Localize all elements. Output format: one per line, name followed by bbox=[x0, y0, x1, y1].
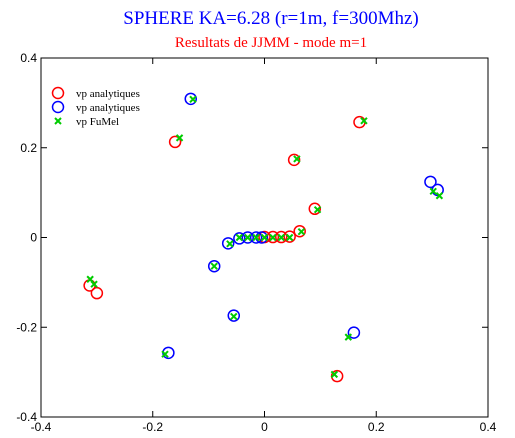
series-3-point bbox=[435, 192, 444, 200]
series-2-point bbox=[221, 237, 235, 250]
series-2-point bbox=[184, 92, 197, 106]
legend-label-1: vp analytiques bbox=[76, 88, 140, 100]
series-1-point bbox=[308, 202, 322, 216]
series-3-point bbox=[90, 280, 98, 288]
series-1-point bbox=[275, 230, 288, 244]
series-3-point bbox=[285, 233, 294, 242]
series-3-point bbox=[297, 227, 306, 236]
data-marks bbox=[83, 92, 444, 383]
series-3-point bbox=[330, 370, 339, 379]
legend-label-3: vp FuMel bbox=[76, 116, 119, 128]
series-2-point bbox=[424, 175, 437, 189]
y-tick-label: 0 bbox=[30, 231, 37, 245]
series-2-point bbox=[347, 326, 361, 339]
series-3-point bbox=[244, 233, 252, 242]
series-3-point bbox=[161, 350, 169, 358]
axis-ticks: -0.4 -0.2 0 0.2 0.4 -0.4 -0.2 0 0.2 0.4 bbox=[16, 51, 496, 434]
chart-subtitle: Resultats de JJMM - mode m=1 bbox=[175, 35, 367, 51]
series-1-point bbox=[168, 135, 182, 149]
series-2-point bbox=[241, 231, 254, 244]
series-1-point bbox=[90, 286, 104, 300]
x-tick-label: 0.2 bbox=[368, 420, 385, 434]
series-3-point bbox=[313, 205, 322, 214]
legend-marker-3 bbox=[54, 117, 62, 125]
x-tick-label: 0.4 bbox=[480, 420, 497, 434]
series-2-point bbox=[233, 232, 246, 245]
series-3-point bbox=[226, 240, 234, 248]
series-1-point bbox=[293, 224, 306, 238]
series-3-point bbox=[230, 312, 238, 321]
legend-marker-1 bbox=[51, 86, 65, 100]
x-tick-label: -0.2 bbox=[142, 420, 163, 434]
series-3-point bbox=[175, 134, 184, 142]
series-1-point bbox=[287, 153, 301, 167]
series-3-point bbox=[260, 233, 269, 242]
series-2-point bbox=[227, 309, 241, 322]
series-2-point bbox=[207, 259, 221, 273]
series-3-point bbox=[344, 333, 353, 341]
series-3-point bbox=[252, 233, 260, 242]
y-tick-label: 0.2 bbox=[20, 141, 37, 155]
series-3-point bbox=[235, 233, 244, 242]
series-3-point bbox=[210, 262, 218, 270]
series-3-point bbox=[360, 117, 368, 125]
series-3-point bbox=[277, 233, 285, 242]
y-tick-label: 0.4 bbox=[20, 51, 37, 65]
x-tick-label: -0.4 bbox=[31, 420, 52, 434]
series-1-point bbox=[283, 230, 296, 243]
legend-label-2: vp analytiques bbox=[76, 102, 140, 114]
series-3-point bbox=[189, 95, 197, 103]
legend: vp analytiques vp analytiques vp FuMel bbox=[51, 86, 140, 128]
chart-title: SPHERE KA=6.28 (r=1m, f=300Mhz) bbox=[123, 8, 419, 29]
series-3-point bbox=[293, 155, 301, 163]
legend-marker-2 bbox=[51, 100, 65, 114]
series-3-point bbox=[429, 187, 437, 195]
series-2-point bbox=[249, 231, 263, 244]
y-tick-label: -0.2 bbox=[16, 320, 37, 334]
series-3-point bbox=[269, 233, 277, 242]
y-tick-label: -0.4 bbox=[16, 410, 37, 424]
x-tick-label: 0 bbox=[261, 420, 268, 434]
